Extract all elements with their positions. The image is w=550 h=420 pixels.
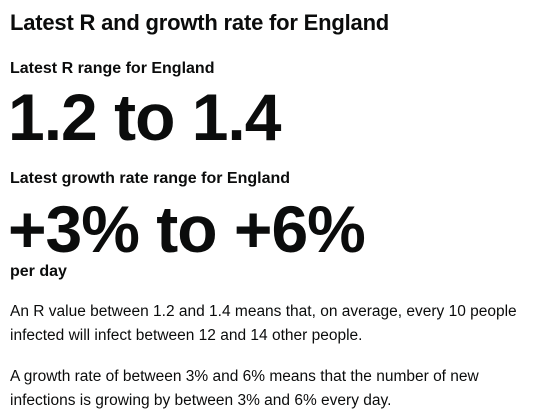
r-explanation: An R value between 1.2 and 1.4 means tha… <box>10 303 517 344</box>
page-title: Latest R and growth rate for England <box>10 10 390 35</box>
growth-explanation: A growth rate of between 3% and 6% means… <box>10 368 479 409</box>
growth-rate-label: Latest growth rate range for England <box>10 170 291 187</box>
growth-rate-unit: per day <box>10 263 67 280</box>
r-range-label: Latest R range for England <box>10 60 215 77</box>
r-range-value: 1.2 to 1.4 <box>8 80 281 154</box>
growth-rate-value: +3% to +6% <box>8 192 366 266</box>
